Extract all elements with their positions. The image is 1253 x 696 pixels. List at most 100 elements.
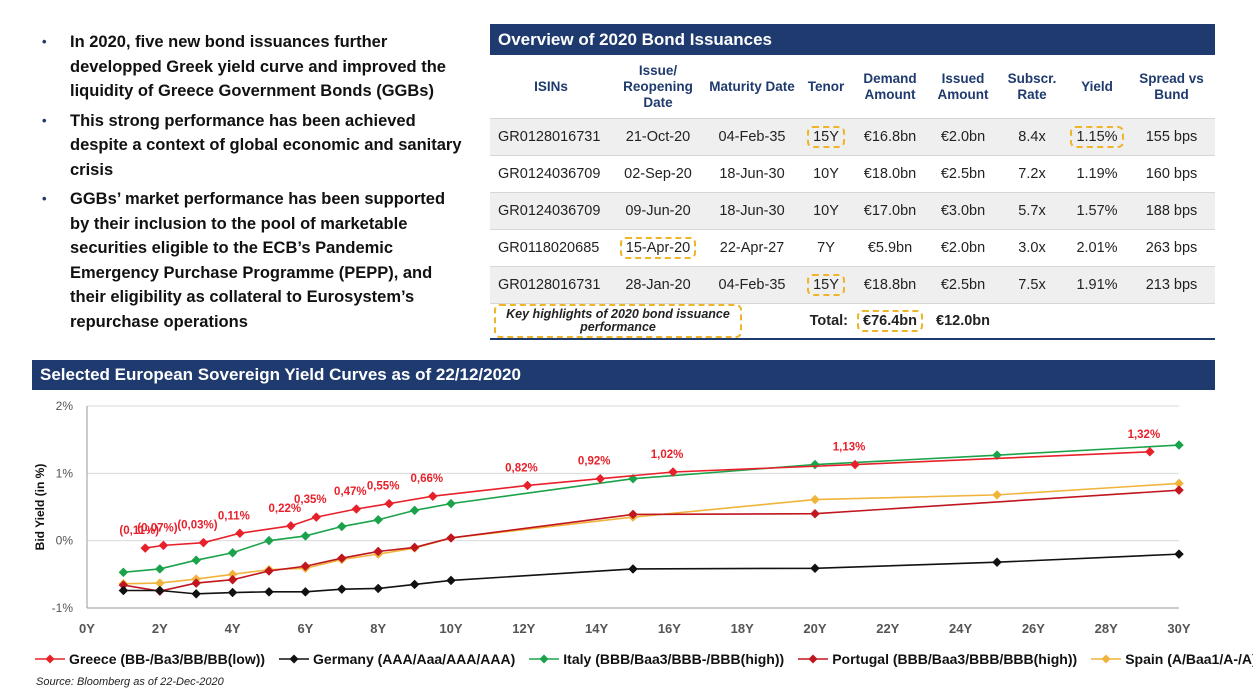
cell-tenor: 15Y xyxy=(800,266,852,304)
table-header-row: ISINs Issue/ Reopening Date Maturity Dat… xyxy=(490,55,1215,119)
bullet-marker: • xyxy=(42,191,47,206)
cell-tenor: 10Y xyxy=(800,155,852,193)
col-header-issue-date: Issue/ Reopening Date xyxy=(623,62,693,110)
bullet-item: • GGBs’ market performance has been suppo… xyxy=(38,187,468,334)
table-total-row: Key highlights of 2020 bond issuance per… xyxy=(490,303,1215,340)
cell-subscr-rate: 5.7x xyxy=(998,192,1066,230)
cell-tenor: 7Y xyxy=(800,229,852,267)
total-demand-cell: €76.4bn xyxy=(852,303,928,340)
yield-curve-chart: -1% 0% 1% 2% 0Y 2Y 4Y 6Y 8Y 10Y 12Y 14Y 16Y 18Y 20Y 22Y… xyxy=(33,399,1191,636)
legend-label: Italy (BBB/Baa3/BBB-/BBB(high)) xyxy=(563,651,785,667)
bond-issuance-table: ISINs Issue/ Reopening Date Maturity Dat… xyxy=(490,55,1215,340)
legend-item: Spain (A/Baa1/A-/A) xyxy=(1091,651,1253,667)
data-point xyxy=(427,491,438,502)
data-point xyxy=(300,586,311,597)
cell-maturity: 18-Jun-30 xyxy=(704,155,800,193)
legend-item: Italy (BBB/Baa3/BBB-/BBB(high)) xyxy=(529,651,784,667)
cell-empty xyxy=(1066,303,1128,340)
data-point xyxy=(810,494,820,505)
cell-demand: €16.8bn xyxy=(852,118,928,156)
col-header-issued: Issued Amount xyxy=(937,70,989,102)
data-point xyxy=(227,587,238,598)
table-title: Overview of 2020 Bond Issuances xyxy=(490,24,1215,55)
data-label: 1,13% xyxy=(833,442,866,454)
key-highlights-callout: Key highlights of 2020 bond issuance per… xyxy=(494,304,742,338)
data-label: 1,32% xyxy=(1128,429,1161,441)
data-point xyxy=(227,547,238,558)
chart-title: Selected European Sovereign Yield Curves… xyxy=(32,360,1215,390)
legend-label: Greece (BB-/Ba3/BB/BB(low)) xyxy=(69,651,266,667)
legend-marker xyxy=(45,654,55,664)
bullet-text: This strong performance has been achieve… xyxy=(70,111,462,179)
cell-yield: 1.91% xyxy=(1066,266,1128,304)
data-label: (0,03%) xyxy=(177,520,217,532)
data-point xyxy=(191,589,202,599)
data-point xyxy=(595,473,606,484)
table-row: GR0128016731 21-Oct-20 04-Feb-35 15Y €16… xyxy=(490,118,1215,156)
legend-item: Greece (BB-/Ba3/BB/BB(low)) xyxy=(35,651,265,667)
x-tick-label: 16Y xyxy=(658,621,681,636)
data-label: 0,35% xyxy=(294,494,327,506)
bullet-item: • This strong performance has been achiev… xyxy=(38,109,468,183)
total-demand: €76.4bn xyxy=(857,310,923,332)
cell-issued: €2.0bn xyxy=(928,229,998,267)
highlight-yield: 1.15% xyxy=(1070,126,1124,148)
data-point xyxy=(285,520,296,531)
legend-item: Portugal (BBB/Baa3/BBB/BBB(high)) xyxy=(798,651,1077,667)
cell-demand: €17.0bn xyxy=(852,192,928,230)
cell-spread: 160 bps xyxy=(1128,155,1215,193)
highlight-tenor: 15Y xyxy=(807,126,845,148)
cell-key-highlights: Key highlights of 2020 bond issuance per… xyxy=(490,303,800,340)
cell-yield: 1.19% xyxy=(1066,155,1128,193)
data-label: 1,02% xyxy=(651,449,684,461)
data-label: 0,11% xyxy=(218,510,250,522)
col-header-spread: Spread vs Bund xyxy=(1139,70,1204,102)
data-point xyxy=(992,490,1002,500)
cell-maturity: 22-Apr-27 xyxy=(704,229,800,267)
data-label: 0,22% xyxy=(269,503,302,515)
y-tick-label: 1% xyxy=(56,466,74,480)
highlight-tenor: 15Y xyxy=(807,274,845,296)
cell-issue-date: 09-Jun-20 xyxy=(612,192,704,230)
data-label: 0,92% xyxy=(578,456,611,468)
data-point xyxy=(409,579,420,590)
data-point xyxy=(300,561,311,572)
cell-spread: 155 bps xyxy=(1128,118,1215,156)
y-tick-label: 0% xyxy=(56,534,74,548)
table-row: GR0118020685 15-Apr-20 22-Apr-27 7Y €5.9… xyxy=(490,229,1215,267)
total-issued: €12.0bn xyxy=(928,303,998,340)
col-header-tenor: Tenor xyxy=(807,78,845,94)
table-row: GR0124036709 02-Sep-20 18-Jun-30 10Y €18… xyxy=(490,155,1215,193)
cell-spread: 188 bps xyxy=(1128,192,1215,230)
data-point xyxy=(191,555,202,566)
data-point xyxy=(446,575,456,586)
data-point xyxy=(154,564,165,574)
bullet-marker: • xyxy=(42,112,47,128)
cell-issued: €3.0bn xyxy=(928,192,998,230)
data-point xyxy=(628,509,638,520)
data-point xyxy=(336,553,347,564)
x-tick-label: 6Y xyxy=(297,621,313,636)
data-point xyxy=(264,586,274,597)
data-point xyxy=(191,578,202,588)
series-line xyxy=(123,482,1180,585)
data-point xyxy=(154,585,165,596)
cell-spread: 263 bps xyxy=(1128,229,1215,267)
cell-yield: 2.01% xyxy=(1066,229,1128,267)
data-point xyxy=(118,585,129,596)
data-point xyxy=(992,557,1002,568)
data-point xyxy=(140,543,151,553)
x-tick-label: 8Y xyxy=(370,621,386,636)
data-point xyxy=(264,566,274,576)
cell-empty xyxy=(998,303,1066,340)
data-point xyxy=(384,498,394,509)
data-point xyxy=(198,537,209,548)
data-point xyxy=(810,459,820,470)
legend-label: Spain (A/Baa1/A-/A) xyxy=(1125,651,1253,667)
legend-swatch-icon xyxy=(798,654,829,664)
bullet-text: In 2020, five new bond issuances further… xyxy=(70,33,446,100)
cell-demand: €18.8bn xyxy=(852,266,928,304)
cell-issued: €2.5bn xyxy=(928,266,998,304)
data-point xyxy=(373,514,384,525)
data-point xyxy=(850,459,860,470)
